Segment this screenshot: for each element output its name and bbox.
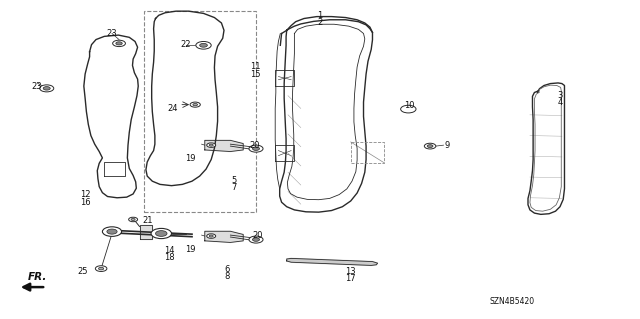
Circle shape bbox=[209, 144, 213, 146]
Text: 22: 22 bbox=[180, 40, 191, 49]
Text: 24: 24 bbox=[168, 104, 178, 113]
Text: 6: 6 bbox=[225, 265, 230, 274]
Circle shape bbox=[129, 217, 138, 222]
Bar bbox=[144, 11, 256, 212]
Text: 25: 25 bbox=[78, 267, 88, 276]
Text: 4: 4 bbox=[557, 98, 563, 107]
Circle shape bbox=[249, 236, 263, 243]
Polygon shape bbox=[205, 231, 243, 242]
Text: 19: 19 bbox=[185, 154, 195, 163]
Circle shape bbox=[401, 105, 416, 113]
Text: 20: 20 bbox=[253, 231, 263, 240]
Circle shape bbox=[196, 41, 211, 49]
Circle shape bbox=[428, 145, 433, 147]
Text: 8: 8 bbox=[225, 272, 230, 281]
Circle shape bbox=[207, 143, 216, 147]
Circle shape bbox=[190, 102, 200, 107]
Text: 23: 23 bbox=[32, 82, 42, 91]
Text: 20: 20 bbox=[250, 141, 260, 150]
Circle shape bbox=[40, 85, 54, 92]
Text: 11: 11 bbox=[250, 63, 260, 71]
Text: FR.: FR. bbox=[28, 272, 47, 282]
Text: 19: 19 bbox=[185, 245, 195, 254]
Circle shape bbox=[156, 231, 167, 236]
Text: 7: 7 bbox=[231, 183, 236, 192]
Circle shape bbox=[131, 219, 135, 220]
Text: 9: 9 bbox=[445, 141, 450, 150]
Text: 18: 18 bbox=[164, 253, 175, 262]
Circle shape bbox=[43, 86, 50, 90]
Circle shape bbox=[99, 267, 104, 270]
Circle shape bbox=[193, 103, 198, 106]
Circle shape bbox=[252, 238, 260, 241]
Text: 10: 10 bbox=[404, 101, 415, 110]
Polygon shape bbox=[287, 258, 378, 265]
Text: 13: 13 bbox=[346, 267, 356, 276]
Text: 12: 12 bbox=[80, 190, 90, 199]
Circle shape bbox=[424, 143, 436, 149]
Circle shape bbox=[95, 266, 107, 271]
Circle shape bbox=[102, 227, 122, 236]
Circle shape bbox=[252, 147, 260, 151]
Polygon shape bbox=[140, 225, 152, 239]
Text: SZN4B5420: SZN4B5420 bbox=[490, 297, 534, 306]
Circle shape bbox=[207, 234, 216, 238]
Circle shape bbox=[249, 145, 263, 152]
Circle shape bbox=[107, 229, 117, 234]
Circle shape bbox=[113, 40, 125, 47]
Text: 15: 15 bbox=[250, 70, 260, 79]
Circle shape bbox=[116, 42, 122, 45]
Circle shape bbox=[209, 235, 213, 237]
Text: 21: 21 bbox=[142, 216, 152, 225]
Text: 1: 1 bbox=[317, 11, 323, 20]
Text: 16: 16 bbox=[80, 198, 90, 207]
Circle shape bbox=[200, 43, 207, 47]
Polygon shape bbox=[205, 140, 243, 152]
Circle shape bbox=[151, 228, 172, 239]
Text: 14: 14 bbox=[164, 246, 175, 255]
Text: 2: 2 bbox=[317, 19, 323, 27]
Text: 3: 3 bbox=[557, 91, 563, 100]
Text: 5: 5 bbox=[231, 176, 236, 185]
Text: 23: 23 bbox=[107, 29, 117, 38]
Text: 17: 17 bbox=[346, 274, 356, 283]
